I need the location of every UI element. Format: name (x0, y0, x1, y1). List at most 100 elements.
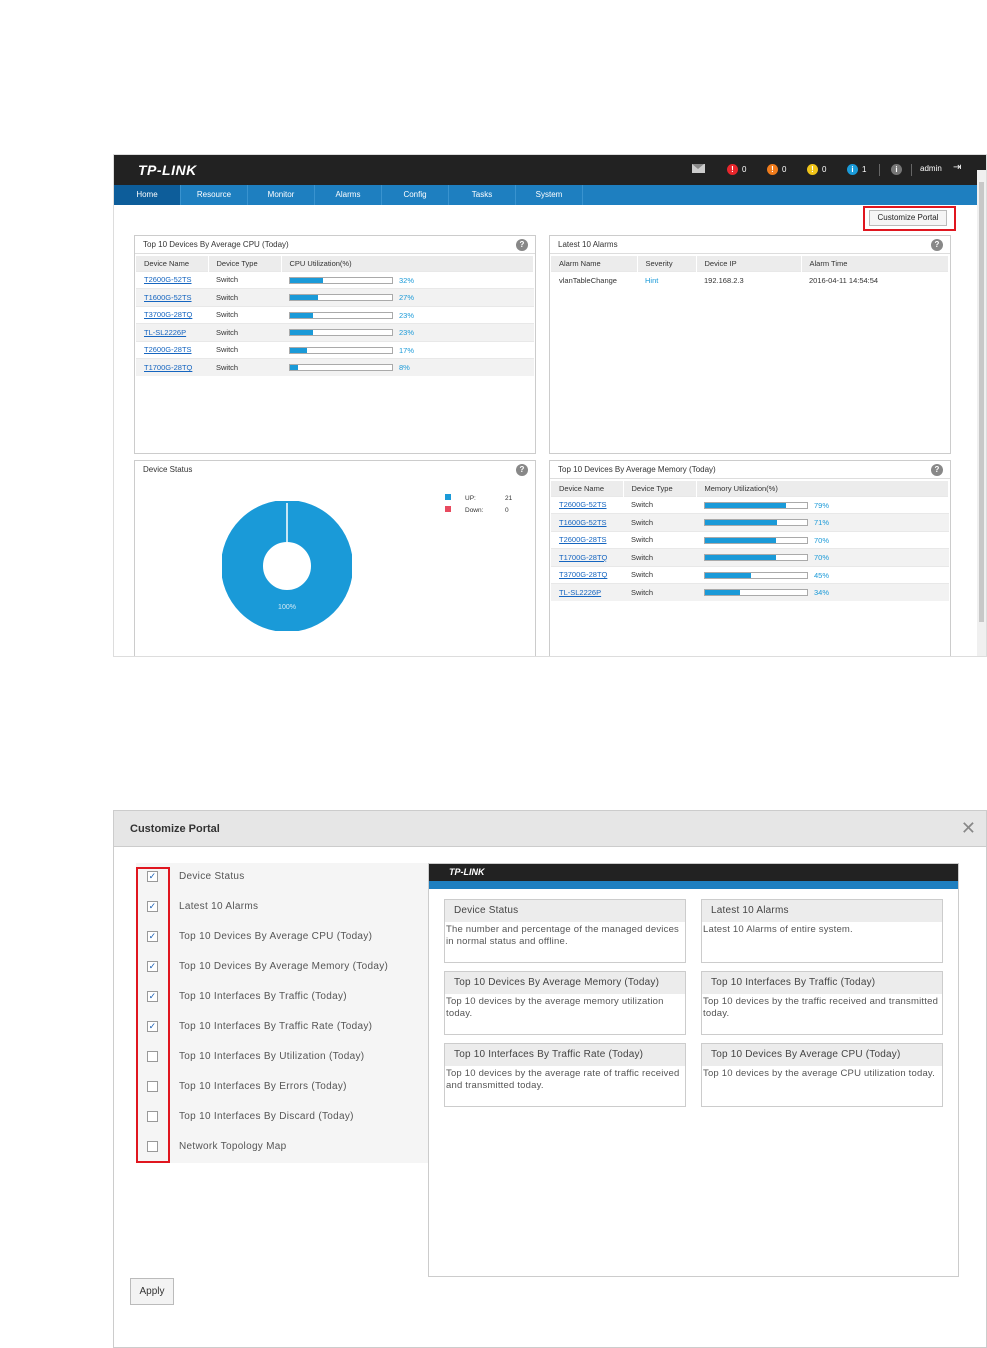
column-header[interactable]: CPU Utilization(%) (281, 256, 534, 271)
option-item[interactable]: ✓ Device Status (136, 863, 428, 893)
column-header[interactable]: Alarm Time (801, 256, 949, 271)
major-alarm-count[interactable]: ! 0 (767, 164, 786, 175)
device-name-link[interactable]: T2600G-28TS (144, 345, 192, 355)
user-name[interactable]: admin (920, 164, 942, 173)
help-icon[interactable]: ? (931, 464, 943, 476)
device-name-link[interactable]: T2600G-28TS (559, 535, 607, 545)
option-item[interactable]: Top 10 Interfaces By Utilization (Today) (136, 1043, 428, 1073)
utilization-cell: 27% (281, 288, 534, 306)
nav-tab-config[interactable]: Config (382, 185, 449, 205)
mail-button[interactable] (692, 164, 705, 173)
device-name-link[interactable]: T2600G-52TS (559, 500, 607, 510)
preview-card-title: Top 10 Devices By Average CPU (Today) (702, 1044, 942, 1066)
nav-tab-resource[interactable]: Resource (181, 185, 248, 205)
nav-tab-home[interactable]: Home (114, 185, 181, 205)
option-item[interactable]: ✓ Top 10 Interfaces By Traffic (Today) (136, 983, 428, 1013)
help-icon[interactable]: ? (516, 464, 528, 476)
option-checkbox[interactable] (147, 1141, 158, 1152)
customize-portal-button[interactable]: Customize Portal (869, 210, 947, 226)
table-row[interactable]: T2600G-52TS Switch 79% (551, 495, 949, 514)
critical-alarm-count[interactable]: ! 0 (727, 164, 746, 175)
close-icon[interactable]: ✕ (960, 818, 976, 838)
option-checkbox[interactable] (147, 1081, 158, 1092)
option-item[interactable]: ✓ Latest 10 Alarms (136, 893, 428, 923)
option-checkbox[interactable]: ✓ (147, 901, 158, 912)
option-item[interactable]: Top 10 Interfaces By Errors (Today) (136, 1073, 428, 1103)
table-row[interactable]: T2600G-52TS Switch 32% (136, 270, 534, 289)
nav-tab-tasks[interactable]: Tasks (449, 185, 516, 205)
option-checkbox[interactable]: ✓ (147, 961, 158, 972)
option-checkbox[interactable]: ✓ (147, 991, 158, 1002)
main-nav: Home Resource Monitor Alarms Config Task… (114, 185, 986, 205)
device-name-link[interactable]: T2600G-52TS (144, 275, 192, 285)
device-name-link[interactable]: T1700G-28TQ (144, 363, 193, 372)
preview-card[interactable]: Top 10 Interfaces By Traffic Rate (Today… (444, 1043, 686, 1107)
device-name-link[interactable]: T1700G-28TQ (559, 552, 608, 562)
legend-up[interactable]: UP: 21 (445, 493, 512, 505)
preview-card-description: Top 10 devices by the average CPU utiliz… (703, 1068, 936, 1079)
scrollbar-thumb[interactable] (979, 182, 984, 622)
table-row[interactable]: T1700G-28TQ Switch 8% (136, 358, 534, 376)
column-header[interactable]: Device Type (623, 481, 697, 496)
column-header[interactable]: Alarm Name (551, 256, 638, 271)
device-name-cell: T2600G-52TS (136, 270, 208, 289)
legend-down[interactable]: Down: 0 (445, 505, 512, 517)
device-name-link[interactable]: TL-SL2226P (144, 327, 187, 337)
device-name-link[interactable]: T1600G-52TS (144, 292, 192, 302)
table-row[interactable]: T2600G-28TS Switch 17% (136, 340, 534, 359)
column-header[interactable]: Device Name (136, 256, 209, 271)
utilization-bar (704, 536, 808, 544)
table-row[interactable]: T3700G-28TQ Switch 45% (551, 565, 949, 584)
option-checkbox[interactable]: ✓ (147, 931, 158, 942)
column-header[interactable]: Severity (637, 256, 697, 271)
option-checkbox[interactable]: ✓ (147, 1021, 158, 1032)
option-item[interactable]: Top 10 Interfaces By Discard (Today) (136, 1103, 428, 1133)
table-row[interactable]: T1600G-52TS Switch 27% (136, 288, 534, 306)
option-item[interactable]: Network Topology Map (136, 1133, 428, 1163)
table-row[interactable]: vlanTableChange Hint 192.168.2.3 2016-04… (551, 270, 949, 289)
option-checkbox[interactable]: ✓ (147, 871, 158, 882)
column-header[interactable]: Device Type (208, 256, 282, 271)
column-header[interactable]: Memory Utilization(%) (696, 481, 949, 496)
about-button[interactable]: i (891, 164, 902, 175)
table-row[interactable]: TL-SL2226P Switch 34% (551, 583, 949, 601)
device-name-link[interactable]: T3700G-28TQ (559, 570, 608, 580)
device-type-cell: Switch (623, 583, 696, 601)
preview-card[interactable]: Top 10 Devices By Average CPU (Today) Top… (701, 1043, 943, 1107)
table-row[interactable]: TL-SL2226P Switch 23% (136, 323, 534, 341)
column-header[interactable]: Device Name (551, 481, 624, 496)
option-label: Top 10 Interfaces By Traffic (Today) (179, 991, 347, 1002)
option-item[interactable]: ✓ Top 10 Devices By Average Memory (Today… (136, 953, 428, 983)
column-header[interactable]: Device IP (696, 256, 802, 271)
help-icon[interactable]: ? (931, 239, 943, 251)
table-row[interactable]: T1600G-52TS Switch 71% (551, 513, 949, 531)
nav-tab-system[interactable]: System (516, 185, 583, 205)
option-checkbox[interactable] (147, 1051, 158, 1062)
scrollbar[interactable] (977, 170, 986, 656)
option-item[interactable]: ✓ Top 10 Interfaces By Traffic Rate (Toda… (136, 1013, 428, 1043)
preview-card[interactable]: Top 10 Interfaces By Traffic (Today) Top … (701, 971, 943, 1035)
table-row[interactable]: T3700G-28TQ Switch 23% (136, 305, 534, 324)
device-name-cell: T2600G-28TS (551, 530, 623, 549)
device-type-cell: Switch (208, 270, 281, 289)
device-name-link[interactable]: T3700G-28TQ (144, 310, 193, 320)
option-checkbox[interactable] (147, 1111, 158, 1122)
help-icon[interactable]: ? (516, 239, 528, 251)
option-item[interactable]: ✓ Top 10 Devices By Average CPU (Today) (136, 923, 428, 953)
table-row[interactable]: T1700G-28TQ Switch 70% (551, 548, 949, 566)
logout-icon[interactable]: ⇥ (953, 162, 962, 173)
preview-card[interactable]: Device Status The number and percentage o… (444, 899, 686, 963)
nav-tab-alarms[interactable]: Alarms (315, 185, 382, 205)
minor-alarm-count[interactable]: ! 0 (807, 164, 826, 175)
table-row[interactable]: T2600G-28TS Switch 70% (551, 530, 949, 549)
option-label: Top 10 Interfaces By Errors (Today) (179, 1081, 347, 1092)
device-name-link[interactable]: TL-SL2226P (559, 588, 602, 597)
nav-tab-monitor[interactable]: Monitor (248, 185, 315, 205)
preview-card[interactable]: Latest 10 Alarms Latest 10 Alarms of enti… (701, 899, 943, 963)
device-name-link[interactable]: T1600G-52TS (559, 517, 607, 527)
memory-panel: Top 10 Devices By Average Memory (Today)… (549, 460, 951, 656)
donut-label: 100% (278, 604, 296, 611)
apply-button[interactable]: Apply (130, 1278, 174, 1305)
preview-card[interactable]: Top 10 Devices By Average Memory (Today)… (444, 971, 686, 1035)
